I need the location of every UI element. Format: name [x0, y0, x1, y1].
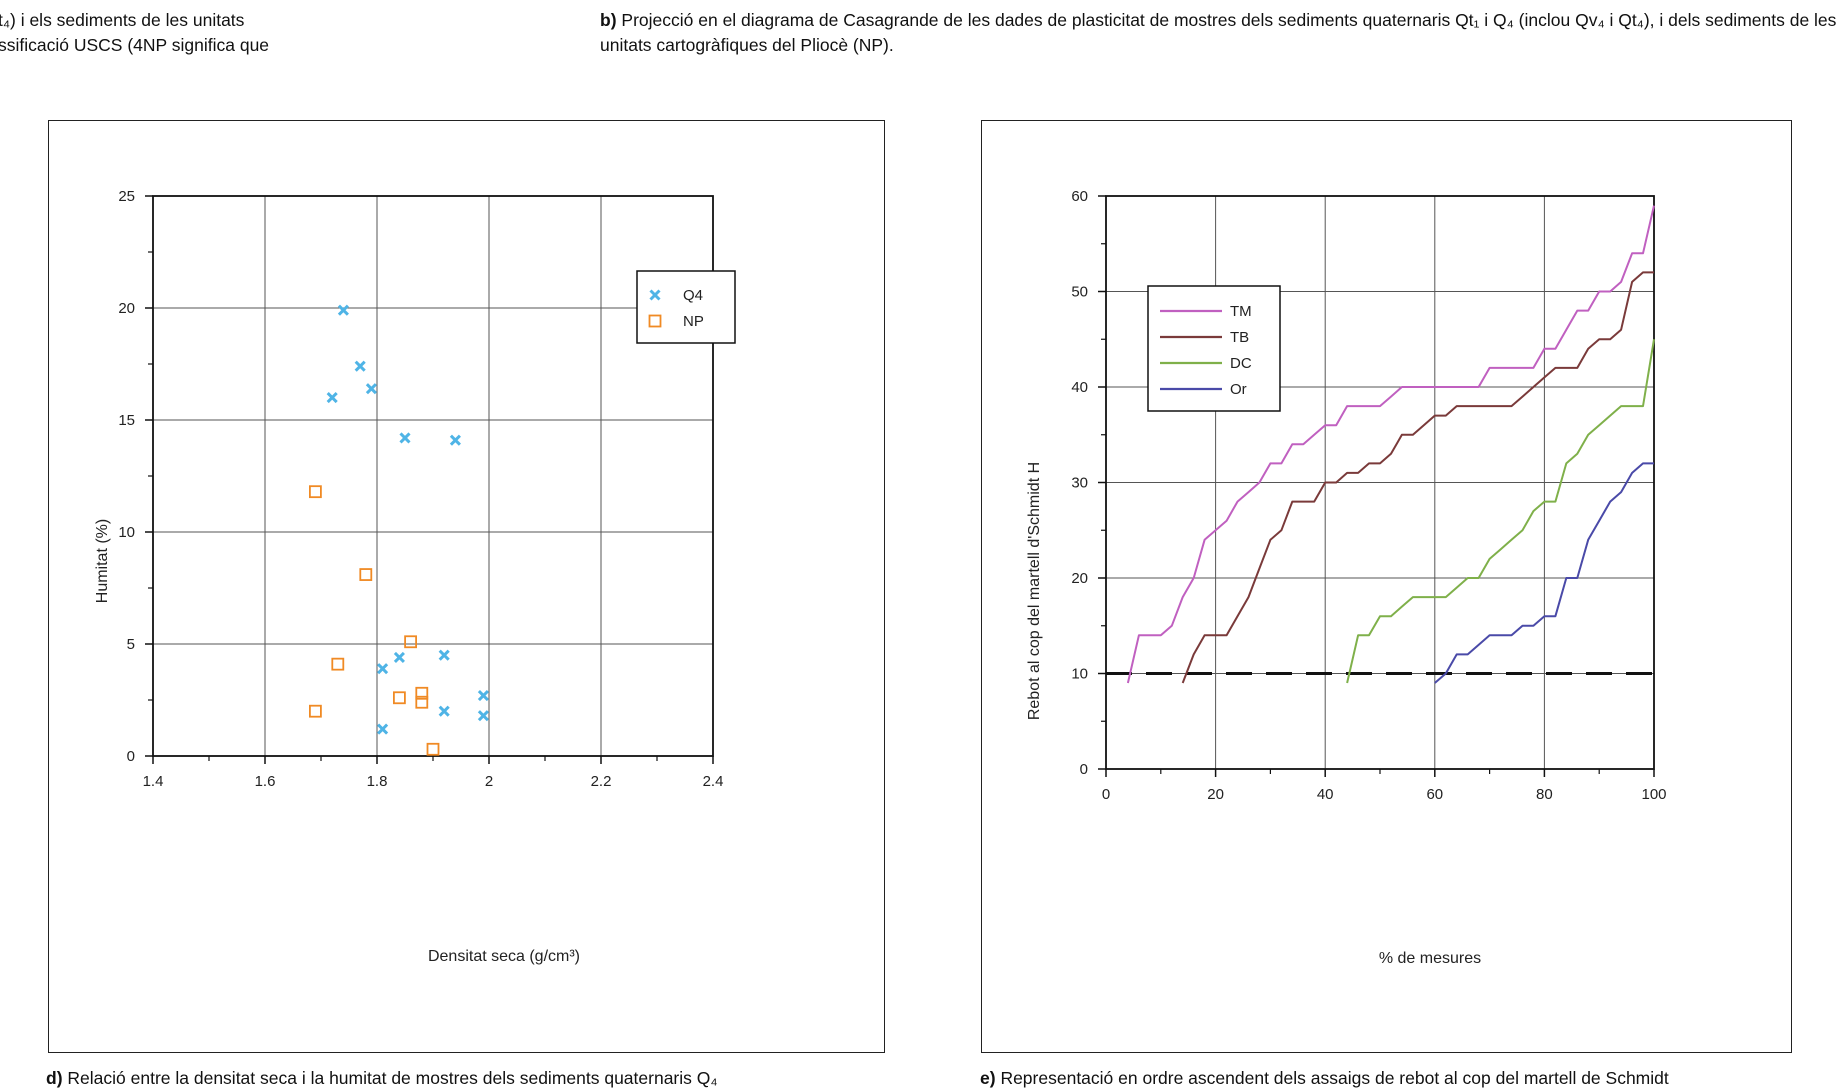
caption-top-right-text: Projecció en el diagrama de Casagrande d…: [600, 10, 1837, 55]
scatter-point-np: [331, 657, 345, 671]
line-x-tick-label: 40: [1317, 786, 1334, 803]
scatter-y-tick-label: 5: [127, 636, 135, 653]
scatter-legend: Q4 NP: [636, 270, 736, 344]
scatter-point-q4: [377, 663, 389, 675]
scatter-y-tick-label: 15: [118, 412, 135, 429]
scatter-x-tick-label: 1.6: [255, 773, 276, 790]
series-line-tb: [1181, 271, 1654, 684]
legend-label-q4: Q4: [683, 287, 703, 304]
line-y-tick-label: 30: [1071, 475, 1088, 492]
legend-marker-q4: [649, 289, 661, 301]
scatter-point-np: [392, 691, 406, 705]
line-x-tick-label: 0: [1102, 786, 1110, 803]
scatter-point-np: [415, 686, 429, 700]
caption-bottom-right: e) Representació en ordre ascendent dels…: [980, 1066, 1839, 1091]
scatter-x-axis-label: Densitat seca (g/cm³): [428, 948, 580, 965]
scatter-point-np: [308, 485, 322, 499]
caption-top-right-label: b): [600, 10, 617, 30]
scatter-point-q4: [438, 649, 450, 661]
series-line-dc: [1346, 339, 1655, 684]
line-legend: TM TB DC Or: [1147, 285, 1281, 412]
scatter-chart-panel: 1.4 1.6 1.8 2 2.2 2.4 0 5 10 15 20 25 Densitat seca…: [48, 120, 885, 1053]
line-y-axis-label: Rebot al cop del martell d'Schmidt H: [1026, 462, 1043, 720]
line-series: [1126, 205, 1655, 684]
line-axes: [1098, 195, 1655, 777]
caption-top-left-line2: ssificació USCS (4NP significa que: [0, 35, 270, 55]
scatter-point-q4: [377, 723, 389, 735]
line-chart-panel: 0 20 40 60 80 100 0 10 20 30 40 50 60 % de mesures R…: [981, 120, 1792, 1053]
legend-label-dc: DC: [1230, 355, 1252, 372]
scatter-point-q4: [477, 710, 489, 722]
scatter-y-axis-label: Humitat (%): [94, 519, 111, 603]
scatter-x-tick-label: 1.8: [367, 773, 388, 790]
scatter-tick-labels: 1.4 1.6 1.8 2 2.2 2.4 0 5 10 15 20 25: [118, 188, 723, 790]
legend-label-tb: TB: [1230, 329, 1249, 346]
scatter-axes: [145, 195, 714, 764]
legend-label-np: NP: [683, 313, 704, 330]
caption-bottom-left: d) Relació entre la densitat seca i la h…: [46, 1066, 906, 1091]
scatter-point-np: [415, 695, 429, 709]
caption-top-left: t₄) i els sediments de les unitats ssifi…: [0, 8, 338, 58]
scatter-chart: 1.4 1.6 1.8 2 2.2 2.4 0 5 10 15 20 25 Densitat seca…: [94, 188, 736, 965]
scatter-point-q4: [438, 705, 450, 717]
scatter-point-q4: [399, 432, 411, 444]
scatter-plot-frame: [152, 195, 714, 757]
line-x-tick-label: 80: [1536, 786, 1553, 803]
caption-top-left-line1: t₄) i els sediments de les unitats: [0, 10, 245, 30]
series-line-tm: [1126, 205, 1655, 684]
caption-bottom-left-text: Relació entre la densitat seca i la humi…: [67, 1068, 718, 1088]
line-y-tick-label: 50: [1071, 284, 1088, 301]
line-y-tick-label: 20: [1071, 570, 1088, 587]
line-y-tick-label: 0: [1080, 761, 1088, 778]
scatter-point-q4: [326, 392, 338, 404]
line-x-tick-label: 20: [1207, 786, 1224, 803]
scatter-point-q4: [365, 383, 377, 395]
scatter-x-tick-label: 2.4: [703, 773, 724, 790]
line-chart: 0 20 40 60 80 100 0 10 20 30 40 50 60 % de mesures R…: [1026, 188, 1667, 967]
scatter-point-np: [308, 704, 322, 718]
line-y-tick-label: 10: [1071, 666, 1088, 683]
line-y-tick-label: 60: [1071, 188, 1088, 205]
scatter-point-np: [359, 568, 373, 581]
scatter-point-q4: [393, 651, 405, 664]
line-x-tick-label: 60: [1426, 786, 1443, 803]
scatter-point-q4: [337, 304, 349, 316]
scatter-point-np: [426, 742, 440, 756]
scatter-y-tick-label: 10: [118, 524, 135, 541]
scatter-marks: [308, 304, 489, 756]
scatter-gridlines: [152, 195, 714, 757]
caption-top-right: b) Projecció en el diagrama de Casagrand…: [600, 8, 1839, 58]
line-tick-labels: 0 20 40 60 80 100 0 10 20 30 40 50 60: [1071, 188, 1666, 803]
legend-label-or: Or: [1230, 381, 1247, 398]
scatter-point-q4: [477, 689, 489, 702]
scatter-x-tick-label: 1.4: [143, 773, 164, 790]
caption-bottom-right-label: e): [980, 1068, 996, 1088]
line-x-axis-label: % de mesures: [1379, 950, 1481, 967]
legend-marker-np: [648, 314, 662, 328]
line-y-tick-label: 40: [1071, 379, 1088, 396]
caption-bottom-right-text: Representació en ordre ascendent dels as…: [1000, 1068, 1669, 1088]
caption-bottom-left-label: d): [46, 1068, 63, 1088]
scatter-y-tick-label: 25: [118, 188, 135, 205]
scatter-point-q4: [354, 360, 366, 372]
line-x-tick-label: 100: [1641, 786, 1666, 803]
line-gridlines: [1105, 195, 1655, 770]
line-plot-frame: [1105, 195, 1655, 770]
scatter-point-q4: [449, 434, 461, 446]
scatter-y-tick-label: 20: [118, 300, 135, 317]
series-line-or: [1434, 462, 1654, 684]
scatter-x-tick-label: 2: [485, 773, 493, 790]
scatter-y-tick-label: 0: [127, 748, 135, 765]
scatter-x-tick-label: 2.2: [591, 773, 612, 790]
legend-label-tm: TM: [1230, 303, 1252, 320]
scatter-point-np: [404, 635, 418, 649]
